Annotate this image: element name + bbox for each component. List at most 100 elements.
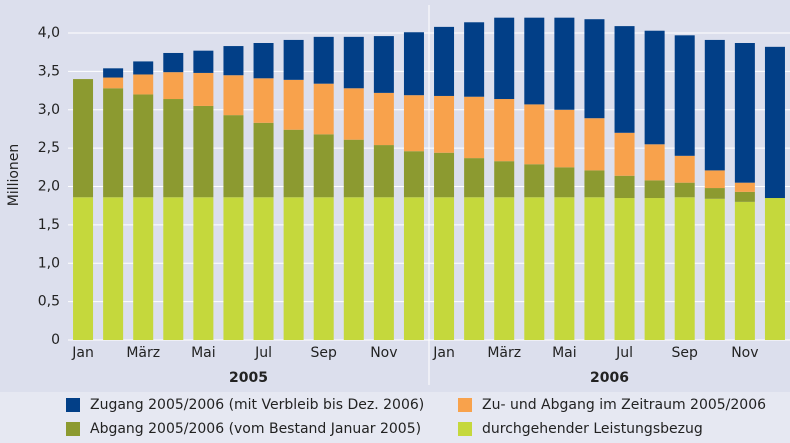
- x-tick-label: Nov: [370, 345, 397, 361]
- y-tick-label: 2,5: [38, 140, 60, 156]
- bar-segment: [253, 197, 274, 340]
- bar-segment: [704, 188, 725, 199]
- bar-segment: [313, 83, 334, 135]
- bar-segment: [133, 197, 154, 340]
- bar-segment: [524, 164, 545, 198]
- legend-swatch: [66, 398, 80, 412]
- bar-segment: [223, 115, 244, 198]
- bar-segment: [223, 46, 244, 76]
- bar-segment: [524, 104, 545, 165]
- bar-segment: [103, 77, 124, 89]
- bar-segment: [464, 96, 485, 159]
- bar-segment: [163, 197, 184, 340]
- bar-segment: [73, 197, 94, 340]
- bar-segment: [373, 36, 394, 93]
- bar-segment: [644, 144, 665, 181]
- legend-label: Zugang 2005/2006 (mit Verbleib bis Dez. …: [90, 397, 424, 413]
- bar-segment: [283, 129, 304, 198]
- bar-segment: [464, 197, 485, 340]
- bar-segment: [133, 74, 154, 95]
- bar-segment: [584, 19, 605, 119]
- x-tick-label: Jan: [71, 345, 94, 361]
- bar-segment: [103, 68, 124, 78]
- x-tick-label: Jan: [432, 345, 455, 361]
- x-tick-label: Mai: [191, 345, 216, 361]
- y-axis-label: Millionen: [6, 144, 22, 207]
- bar-segment: [764, 198, 785, 340]
- bar-segment: [704, 198, 725, 340]
- y-tick-label: 3,0: [38, 102, 60, 118]
- bar-segment: [193, 50, 214, 73]
- bar-segment: [614, 198, 635, 340]
- bar-segment: [343, 139, 364, 198]
- bar-segment: [764, 46, 785, 199]
- x-tick-label: Mai: [552, 345, 577, 361]
- bar-segment: [464, 158, 485, 198]
- bar-segment: [373, 145, 394, 198]
- bar-segment: [313, 197, 334, 340]
- bar-segment: [253, 122, 274, 198]
- bar-segment: [494, 161, 515, 198]
- x-tick-label: Jul: [254, 345, 272, 361]
- bar-segment: [554, 17, 575, 110]
- bar-segment: [554, 109, 575, 168]
- y-tick-label: 1,5: [38, 217, 60, 233]
- bar-segment: [133, 94, 154, 198]
- bar-segment: [524, 17, 545, 105]
- bar-segment: [644, 198, 665, 340]
- x-tick-label: März: [487, 345, 521, 361]
- bar-segment: [734, 191, 755, 202]
- bar-segment: [193, 72, 214, 106]
- bar-segment: [614, 132, 635, 176]
- y-tick-label: 1,0: [38, 255, 60, 271]
- y-tick-label: 0: [51, 332, 60, 348]
- bar-segment: [554, 167, 575, 198]
- bar-segment: [704, 170, 725, 189]
- bar-segment: [734, 201, 755, 340]
- bar-segment: [403, 197, 424, 340]
- bar-segment: [734, 43, 755, 183]
- bar-segment: [343, 36, 364, 89]
- legend-swatch: [66, 422, 80, 436]
- bar-segment: [403, 95, 424, 152]
- bar-segment: [494, 197, 515, 340]
- legend-swatch: [458, 398, 472, 412]
- bar-segment: [674, 197, 695, 340]
- bar-segment: [373, 197, 394, 340]
- bar-segment: [313, 134, 334, 198]
- bar-segment: [163, 72, 184, 100]
- x-tick-label: Jul: [615, 345, 633, 361]
- bar-segment: [403, 32, 424, 96]
- legend-swatch: [458, 422, 472, 436]
- bar-segment: [674, 182, 695, 198]
- bar-segment: [704, 39, 725, 171]
- bar-segment: [343, 197, 364, 340]
- bar-segment: [73, 79, 94, 198]
- legend-label: durchgehender Leistungsbezug: [482, 421, 703, 437]
- bar-segment: [283, 39, 304, 80]
- legend-label: Abgang 2005/2006 (vom Bestand Januar 200…: [90, 421, 421, 437]
- y-tick-label: 2,0: [38, 179, 60, 195]
- bar-segment: [133, 61, 154, 75]
- legend-background: [0, 392, 790, 443]
- x-tick-label: Sep: [672, 345, 699, 361]
- bar-segment: [223, 197, 244, 340]
- y-tick-label: 4,0: [38, 25, 60, 41]
- bar-segment: [614, 175, 635, 199]
- x-tick-label: Sep: [311, 345, 338, 361]
- group-label: 2006: [590, 370, 629, 386]
- group-label: 2005: [229, 370, 268, 386]
- bar-segment: [434, 95, 455, 153]
- y-tick-label: 0,5: [38, 294, 60, 310]
- bar-segment: [434, 152, 455, 198]
- bar-segment: [253, 78, 274, 123]
- bar-segment: [584, 118, 605, 171]
- bar-segment: [283, 79, 304, 130]
- bar-segment: [644, 30, 665, 145]
- bar-segment: [313, 36, 334, 84]
- bar-segment: [163, 99, 184, 198]
- bar-segment: [163, 52, 184, 73]
- bar-segment: [494, 99, 515, 162]
